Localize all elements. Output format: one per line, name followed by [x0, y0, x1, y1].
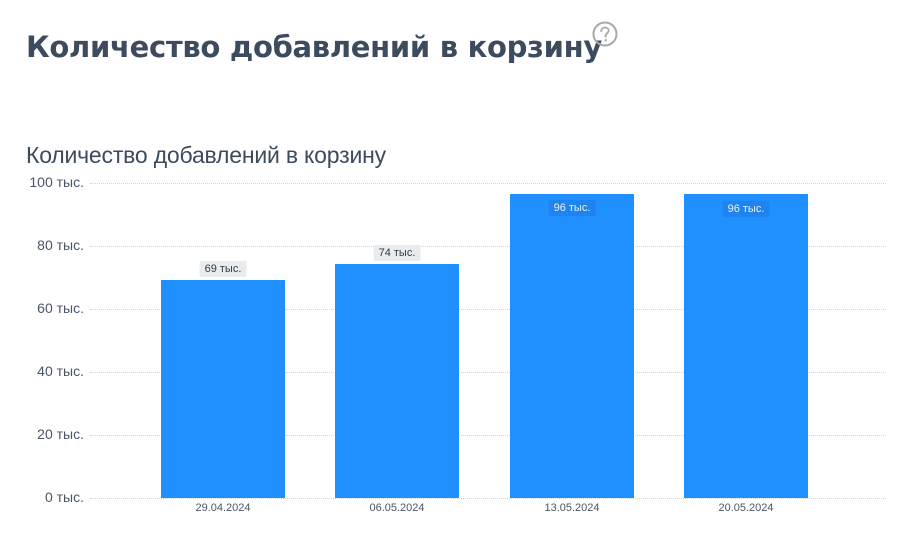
data-label: 74 тыс.: [373, 245, 421, 261]
question-circle-icon[interactable]: [592, 21, 618, 47]
x-tick-label: 20.05.2024: [718, 502, 774, 514]
x-tick-label: 06.05.2024: [369, 502, 425, 514]
x-tick-label: 13.05.2024: [544, 502, 600, 514]
bar-13-05-2024[interactable]: [510, 194, 634, 498]
chart-title: Количество добавлений в корзину: [26, 142, 386, 168]
y-tick-label: 60 тыс.: [37, 300, 84, 316]
gridline: [90, 372, 886, 373]
y-tick-label: 100 тыс.: [29, 174, 84, 190]
data-label: 69 тыс.: [199, 261, 247, 277]
page-title: Количество добавлений в корзину: [26, 30, 602, 64]
y-tick-label: 20 тыс.: [37, 426, 84, 442]
data-label: 96 тыс.: [548, 200, 596, 216]
y-tick-label: 0 тыс.: [44, 489, 84, 505]
bar-06-05-2024[interactable]: [335, 264, 459, 498]
x-tick-label: 29.04.2024: [195, 502, 251, 514]
y-tick-label: 40 тыс.: [37, 363, 84, 379]
bar-29-04-2024[interactable]: [161, 280, 285, 498]
y-tick-label: 80 тыс.: [37, 237, 84, 253]
bar-20-05-2024[interactable]: [684, 194, 808, 498]
data-label: 96 тыс.: [722, 201, 770, 217]
gridline: [90, 309, 886, 310]
gridline: [90, 498, 886, 499]
gridline: [90, 435, 886, 436]
gridline: [90, 246, 886, 247]
gridline: [90, 183, 886, 184]
